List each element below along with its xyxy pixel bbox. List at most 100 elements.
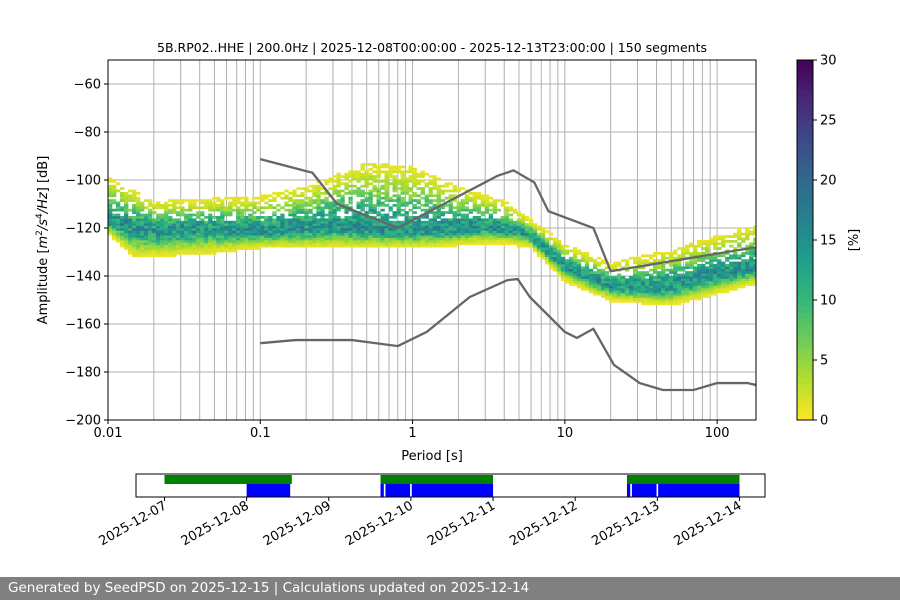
psd-cell [128, 230, 133, 234]
psd-cell [356, 189, 361, 193]
psd-cell [356, 175, 361, 178]
psd-cell [308, 242, 313, 246]
psd-cell [408, 232, 413, 236]
psd-cell [184, 213, 189, 217]
colorbar-segment [797, 390, 813, 397]
psd-cell [344, 244, 349, 248]
psd-cell [176, 213, 181, 217]
psd-cell [208, 223, 213, 226]
psd-cell [124, 237, 129, 241]
psd-cell [208, 228, 213, 231]
psd-cell [512, 235, 518, 238]
colorbar-tick-label: 10 [820, 294, 837, 309]
psd-cell [412, 192, 417, 195]
psd-cell [276, 242, 281, 246]
psd-cell [124, 244, 129, 248]
psd-cell [212, 235, 217, 238]
psd-cell [396, 194, 401, 198]
psd-cell [568, 259, 574, 262]
psd-cell [380, 204, 385, 207]
psd-cell [384, 184, 389, 188]
psd-cell [428, 192, 433, 195]
psd-cell [721, 261, 726, 265]
psd-cell [156, 249, 161, 253]
psd-cell [524, 244, 530, 248]
psd-cell [556, 240, 562, 243]
psd-cell [380, 228, 385, 231]
psd-cell [448, 230, 453, 234]
psd-cell [584, 271, 590, 274]
psd-cell [444, 182, 449, 186]
psd-cell [673, 297, 678, 301]
psd-cell [212, 225, 217, 229]
psd-cell [232, 240, 237, 243]
psd-cell [208, 218, 213, 222]
psd-cell [336, 240, 341, 243]
psd-cell [296, 199, 301, 202]
psd-cell [284, 208, 289, 212]
psd-cell [620, 297, 626, 301]
psd-cell [456, 237, 461, 241]
psd-cell [124, 232, 129, 236]
psd-cell [132, 235, 137, 238]
psd-cell [721, 283, 726, 286]
psd-cell [628, 285, 634, 289]
psd-cell [216, 235, 221, 238]
psd-cell [288, 223, 293, 226]
psd-cell [416, 172, 421, 176]
psd-cell [116, 240, 121, 243]
psd-cell [200, 242, 205, 246]
psd-cell [649, 292, 654, 296]
psd-cell [392, 211, 397, 214]
psd-cell [404, 204, 409, 207]
psd-cell [753, 261, 756, 265]
psd-cell [176, 242, 181, 246]
psd-cell [316, 211, 321, 214]
psd-cell [649, 288, 654, 291]
psd-cell [653, 252, 658, 255]
psd-cell [384, 220, 389, 224]
psd-cell [636, 256, 642, 260]
psd-cell [404, 213, 409, 217]
psd-cell [653, 254, 658, 258]
psd-cell [228, 201, 233, 205]
psd-cell [488, 242, 494, 246]
psd-cell [697, 244, 702, 248]
psd-cell [344, 220, 349, 224]
psd-cell [448, 201, 453, 205]
psd-cell [428, 199, 433, 202]
psd-cell [308, 240, 313, 243]
psd-cell [260, 223, 265, 226]
psd-cell [320, 211, 325, 214]
psd-cell [148, 218, 153, 222]
psd-cell [128, 220, 133, 224]
psd-cell [709, 256, 714, 260]
psd-cell [448, 218, 453, 222]
colorbar-segment [797, 72, 813, 79]
psd-cell [288, 204, 293, 207]
psd-cell [156, 204, 161, 207]
psd-cell [669, 300, 674, 303]
psd-cell [644, 288, 650, 291]
psd-cell [120, 237, 125, 241]
psd-cell [116, 206, 121, 210]
psd-cell [208, 216, 213, 219]
psd-cell [753, 276, 756, 279]
psd-cell [152, 204, 157, 207]
psd-cell [468, 225, 473, 229]
psd-cell [416, 201, 421, 205]
colorbar-segment [797, 300, 813, 307]
psd-cell [749, 254, 754, 258]
psd-cell [448, 223, 453, 226]
psd-cell [164, 247, 169, 250]
psd-cell [252, 235, 257, 238]
psd-cell [156, 201, 161, 205]
psd-cell [424, 237, 429, 241]
psd-cell [564, 273, 570, 277]
psd-cell [308, 216, 313, 219]
psd-cell [292, 218, 297, 222]
psd-cell [196, 247, 201, 250]
psd-cell [228, 237, 233, 241]
psd-cell [140, 228, 145, 231]
psd-cell [697, 283, 702, 286]
